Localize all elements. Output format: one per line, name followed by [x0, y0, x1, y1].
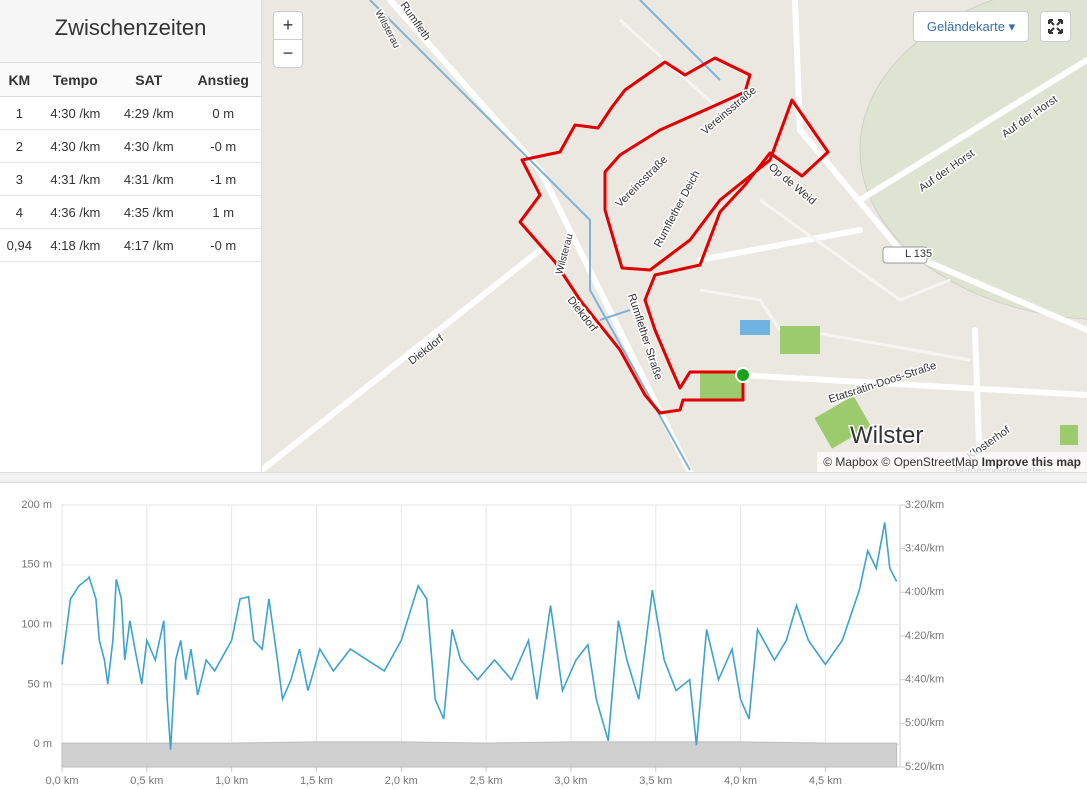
split-cell: 3 [0, 162, 39, 196]
split-row: 1 4:30 /km 4:29 /km 0 m [0, 96, 261, 130]
column-header: SAT [112, 62, 186, 97]
chart: 0,0 km 0,5 km 1,0 km 1,5 km 2,0 km 2,5 km 3,0 … [21, 499, 944, 787]
y-tick-label: 100 m [21, 619, 52, 631]
y-tick-label: 150 m [21, 559, 52, 571]
y-tick-label: 50 m [28, 678, 52, 690]
zoom-out[interactable]: − [282, 43, 294, 63]
map-canvas: RumflethWilsterauVereinsstraßeVereinsstr… [262, 0, 1087, 472]
split-cell: 4:30 /km [112, 129, 186, 163]
rivers [369, 0, 721, 471]
split-cell: 4:17 /km [112, 228, 186, 262]
splits-panel: Zwischenzeiten KM Tempo SAT Anstieg 1 4:30 /… [0, 0, 262, 472]
split-row: 2 4:30 /km 4:30 /km -0 m [0, 129, 261, 163]
split-cell: -1 m [185, 162, 261, 196]
split-cell: 4 [0, 195, 39, 229]
park [1060, 425, 1078, 445]
road-shield [882, 246, 928, 264]
split-cell: 4:31 /km [112, 162, 186, 196]
x-tick-label: 1,0 km [215, 775, 248, 787]
x-tick-label: 0,5 km [130, 775, 163, 787]
x-tick-label: 3,5 km [639, 775, 672, 787]
split-cell: 4:18 /km [38, 228, 113, 262]
attribution: © Mapbox © OpenStreetMap Improve this ma… [817, 452, 1087, 472]
table-body: 1 4:30 /km 4:29 /km 0 m 2 4:30 /km 4:30 /km -0 … [0, 96, 261, 262]
pond [740, 320, 770, 335]
map-label: L 135 [905, 248, 932, 260]
resize-handle[interactable] [0, 472, 1087, 483]
split-cell: 4:36 /km [38, 195, 113, 229]
map[interactable]: Rumfleth Wilsterau Vereinsstraße Vereinsstr… [262, 0, 1087, 472]
split-cell: 0 m [185, 96, 261, 130]
column-header: Tempo [38, 62, 113, 97]
column-header: KM [0, 62, 39, 97]
y-tick-label: 200 m [21, 499, 52, 511]
split-cell: 1 [0, 96, 39, 130]
split-cell: 1 m [185, 195, 261, 229]
x-tick-label: 4,0 km [724, 775, 757, 787]
start-marker [735, 367, 751, 383]
y2-tick-label: 5:00/km [905, 717, 944, 729]
improve-link[interactable]: Improve this map [981, 455, 1081, 469]
elevation-area [61, 741, 898, 768]
pace-line [61, 522, 898, 750]
layer-label: Geländekarte [926, 19, 1005, 34]
header-row: KM Tempo SAT Anstieg [0, 62, 261, 97]
zoom-in[interactable]: + [274, 12, 302, 40]
x-tick-label: 0,0 km [45, 775, 78, 787]
fullscreen-icon [1048, 19, 1063, 34]
pitch [700, 372, 742, 400]
fullscreen-button[interactable] [1040, 11, 1071, 42]
route [518, 56, 830, 415]
y2-tick-label: 4:40/km [905, 674, 944, 686]
layer-button[interactable]: Geländekarte ▾ [913, 11, 1029, 42]
split-cell: 4:30 /km [38, 96, 113, 130]
split-cell: 2 [0, 129, 39, 163]
y2-tick-label: 5:20/km [905, 761, 944, 773]
split-cell: 4:29 /km [112, 96, 186, 130]
panel-title: Zwischenzeiten [0, 0, 261, 62]
plot-area [61, 504, 901, 768]
field [859, 0, 1087, 320]
split-cell: -0 m [185, 228, 261, 262]
split-cell: 4:35 /km [112, 195, 186, 229]
x-tick-label: 1,5 km [300, 775, 333, 787]
split-cell: -0 m [185, 129, 261, 163]
split-row: 4 4:36 /km 4:35 /km 1 m [0, 195, 261, 229]
y2-tick-label: 4:00/km [905, 586, 944, 598]
split-cell: 4:30 /km [38, 129, 113, 163]
y2-tick-label: 3:40/km [905, 543, 944, 555]
split-row: 3 4:31 /km 4:31 /km -1 m [0, 162, 261, 196]
x-tick-label: 2,5 km [470, 775, 503, 787]
y2-tick-label: 3:20/km [905, 499, 944, 511]
split-cell: 0,94 [0, 228, 39, 262]
split-row: 0,94 4:18 /km 4:17 /km -0 m [0, 228, 261, 262]
column-header: Anstieg [185, 62, 261, 97]
zoom-control: + − [273, 11, 303, 68]
x-tick-label: 2,0 km [385, 775, 418, 787]
y-tick-label: 0 m [34, 738, 52, 750]
attribution-text: © Mapbox © OpenStreetMap [823, 455, 979, 469]
split-cell: 4:31 /km [38, 162, 113, 196]
pitch [780, 326, 820, 354]
map-label: Wilster [850, 422, 923, 449]
pitch [814, 395, 871, 449]
x-tick-label: 4,5 km [809, 775, 842, 787]
x-tick-label: 3,0 km [554, 775, 587, 787]
y2-tick-label: 4:20/km [905, 630, 944, 642]
